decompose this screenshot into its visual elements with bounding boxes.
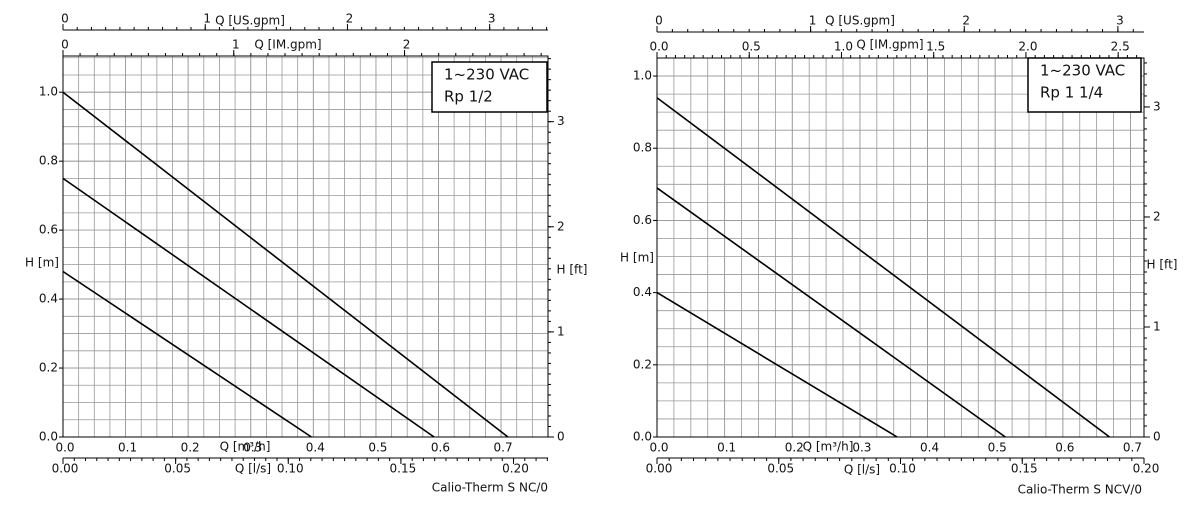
axis-title: Q [l/s] [235,462,271,476]
x-tick-label: 0.0 [649,441,668,455]
x-tick-label: 0.2 [785,441,804,455]
chart: 0.0 0.1 0.2 0.3 0.4 0.5 0.6 0.7 0.0 0.2 0.4 0.6 0.8 1… [25,12,587,495]
pump-curve [62,91,509,438]
tick-label: 2 [557,219,565,233]
x-tick-label: 0.5 [368,441,387,455]
x-tick-label: 0.4 [306,441,325,455]
y-tick-label: 0.2 [39,361,58,375]
tick-label: 0.10 [889,462,916,476]
x-tick-label: 0.3 [243,441,262,455]
plot-frame [656,57,1145,438]
tick-label: 0 [1153,430,1161,444]
tick-label: 2 [346,12,354,26]
x-axis-title: Q [m³/h] [220,440,271,454]
x-tick-label: 0.1 [118,441,137,455]
pump-curve [62,270,312,438]
tick-label: 3 [1153,99,1161,113]
pump-curve [656,97,1110,438]
footer: Calio-Therm S NC/0 [432,481,548,495]
tick-label: 2.5 [1111,40,1130,54]
x-axis-title: Q [m³/h] [803,440,854,454]
info-box [431,61,548,113]
tick-label: 1.5 [926,40,945,54]
tick-label: 0.15 [1011,462,1038,476]
info-text: Rp 1/2 [444,88,493,106]
tick-label: 1 [232,38,240,52]
info-box [1027,57,1142,113]
y-tick-label: 0.6 [39,223,58,237]
tick-label: 1 [809,14,817,28]
y-axis-title: H [m] [25,256,59,270]
x-tick-label: 0.2 [181,441,200,455]
tick-label: 0.00 [646,462,673,476]
y-tick-label: 0.8 [633,141,652,155]
chart: 0.0 0.1 0.2 0.3 0.4 0.5 0.6 0.7 0.0 0.2 0.4 0.6 0.8 1… [620,14,1177,497]
x-tick-label: 0.6 [431,441,450,455]
tick-label: 0 [557,430,565,444]
x-tick-label: 0.4 [920,441,939,455]
tick-label: 0.15 [390,462,417,476]
axis-title: Q [US.gpm] [215,14,285,28]
axis-title: Q [IM.gpm] [856,38,923,52]
x-tick-label: 0.6 [1055,441,1074,455]
tick-label: 1 [557,324,565,338]
tick-label: 0.5 [742,40,761,54]
tick-label: 2 [962,14,970,28]
tick-label: 3 [488,12,496,26]
y-tick-label: 0.0 [633,430,652,444]
tick-label: 2 [403,38,411,52]
info-text: Rp 1 1/4 [1040,84,1103,102]
y-tick-label: 1.0 [39,85,58,99]
x-tick-label: 0.7 [1123,441,1142,455]
pump-curve [62,177,435,438]
tick-label: 3 [557,114,565,128]
tick-label: 3 [1116,14,1124,28]
tick-label: 0.05 [164,462,191,476]
tick-label: 0.0 [649,40,668,54]
y-tick-label: 0.8 [39,154,58,168]
x-tick-label: 0.0 [55,441,74,455]
axis-title: H [ft] [1147,258,1178,272]
tick-label: 1 [203,12,211,26]
y-tick-label: 0.0 [39,430,58,444]
pump-curve [656,187,1006,438]
tick-label: 0.00 [52,462,79,476]
info-text: 1~230 VAC [444,66,529,84]
tick-label: 0 [61,12,69,26]
y-tick-label: 0.4 [39,292,58,306]
footer: Calio-Therm S NCV/0 [1018,483,1142,497]
tick-label: 0 [61,38,69,52]
axis-title: Q [l/s] [844,463,880,477]
tick-label: 2.0 [1018,40,1037,54]
info-text: 1~230 VAC [1040,62,1125,80]
y-tick-label: 0.2 [633,357,652,371]
y-tick-label: 1.0 [633,69,652,83]
tick-label: 0.05 [767,462,794,476]
tick-label: 1.0 [834,40,853,54]
tick-label: 0.20 [502,462,529,476]
tick-label: 0.10 [277,462,304,476]
tick-label: 2 [1153,209,1161,223]
axis-title: Q [IM.gpm] [254,38,321,52]
tick-label: 0.20 [1133,462,1160,476]
plot-frame [62,55,549,438]
y-tick-label: 0.6 [633,213,652,227]
y-axis-title: H [m] [620,251,654,265]
x-tick-label: 0.5 [988,441,1007,455]
x-tick-label: 0.7 [494,441,513,455]
tick-label: 0 [655,14,663,28]
pump-curve [656,291,898,438]
axis-title: Q [US.gpm] [825,14,895,28]
y-tick-label: 0.4 [633,285,652,299]
x-tick-label: 0.3 [852,441,871,455]
axis-title: H [ft] [557,263,588,277]
x-tick-label: 0.1 [717,441,736,455]
tick-label: 1 [1153,319,1161,333]
